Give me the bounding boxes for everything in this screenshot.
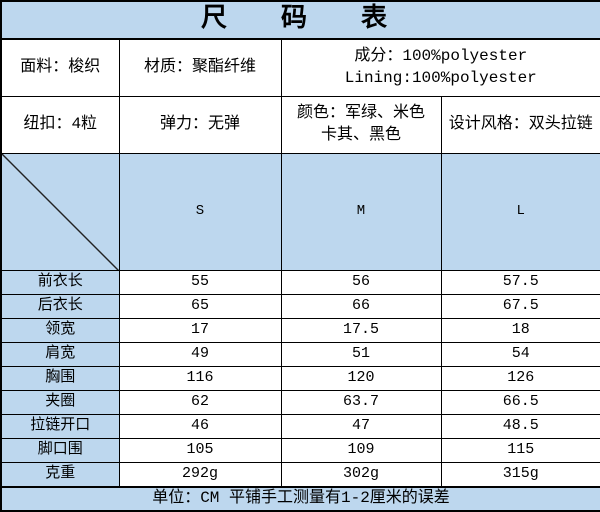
row-label-neck-width: 领宽 bbox=[1, 319, 119, 343]
composition-line2: Lining:100%polyester bbox=[282, 68, 600, 90]
value-cell: 120 bbox=[281, 367, 441, 391]
value-cell: 292g bbox=[119, 463, 281, 487]
value-cell: 65 bbox=[119, 295, 281, 319]
row-label-shoulder-width: 肩宽 bbox=[1, 343, 119, 367]
value-cell: 116 bbox=[119, 367, 281, 391]
value-cell: 54 bbox=[441, 343, 600, 367]
value-cell: 56 bbox=[281, 271, 441, 295]
value-cell: 66.5 bbox=[441, 391, 600, 415]
value-cell: 315g bbox=[441, 463, 600, 487]
size-header-l: L bbox=[441, 153, 600, 271]
value-cell: 49 bbox=[119, 343, 281, 367]
value-cell: 109 bbox=[281, 439, 441, 463]
value-cell: 62 bbox=[119, 391, 281, 415]
value-cell: 105 bbox=[119, 439, 281, 463]
buttons-cell: 纽扣：4粒 bbox=[1, 96, 119, 153]
fabric-cell: 面料：梭织 bbox=[1, 39, 119, 96]
table-row: 后衣长 65 66 67.5 bbox=[1, 295, 600, 319]
size-header-corner-cell bbox=[1, 153, 119, 271]
table-row: 脚口围 105 109 115 bbox=[1, 439, 600, 463]
row-label-armhole: 夹圈 bbox=[1, 391, 119, 415]
composition-cell: 成分：100%polyester Lining:100%polyester bbox=[281, 39, 600, 96]
table-row: 领宽 17 17.5 18 bbox=[1, 319, 600, 343]
diagonal-divider-line bbox=[2, 154, 119, 271]
value-cell: 48.5 bbox=[441, 415, 600, 439]
value-cell: 51 bbox=[281, 343, 441, 367]
size-header-m: M bbox=[281, 153, 441, 271]
value-cell: 46 bbox=[119, 415, 281, 439]
row-label-zipper-opening: 拉链开口 bbox=[1, 415, 119, 439]
table-row: 拉链开口 46 47 48.5 bbox=[1, 415, 600, 439]
value-cell: 57.5 bbox=[441, 271, 600, 295]
value-cell: 47 bbox=[281, 415, 441, 439]
composition-line1: 成分：100%polyester bbox=[282, 46, 600, 68]
value-cell: 115 bbox=[441, 439, 600, 463]
value-cell: 18 bbox=[441, 319, 600, 343]
row-label-front-length: 前衣长 bbox=[1, 271, 119, 295]
value-cell: 55 bbox=[119, 271, 281, 295]
row-label-chest: 胸围 bbox=[1, 367, 119, 391]
value-cell: 63.7 bbox=[281, 391, 441, 415]
colors-line2: 卡其、黑色 bbox=[282, 125, 441, 147]
colors-line1: 颜色：军绿、米色 bbox=[282, 103, 441, 125]
row-label-hem-opening: 脚口围 bbox=[1, 439, 119, 463]
table-row: 胸围 116 120 126 bbox=[1, 367, 600, 391]
table-row: 前衣长 55 56 57.5 bbox=[1, 271, 600, 295]
footer-note: 单位：CM 平铺手工测量有1-2厘米的误差 bbox=[1, 487, 600, 511]
row-label-back-length: 后衣长 bbox=[1, 295, 119, 319]
material-cell: 材质：聚酯纤维 bbox=[119, 39, 281, 96]
value-cell: 126 bbox=[441, 367, 600, 391]
value-cell: 67.5 bbox=[441, 295, 600, 319]
value-cell: 17.5 bbox=[281, 319, 441, 343]
table-row: 肩宽 49 51 54 bbox=[1, 343, 600, 367]
value-cell: 66 bbox=[281, 295, 441, 319]
size-header-s: S bbox=[119, 153, 281, 271]
table-row: 克重 292g 302g 315g bbox=[1, 463, 600, 487]
design-style-cell: 设计风格：双头拉链 bbox=[441, 96, 600, 153]
value-cell: 17 bbox=[119, 319, 281, 343]
elasticity-cell: 弹力：无弹 bbox=[119, 96, 281, 153]
colors-cell: 颜色：军绿、米色 卡其、黑色 bbox=[281, 96, 441, 153]
page-title: 尺 码 表 bbox=[1, 1, 600, 39]
table-row: 夹圈 62 63.7 66.5 bbox=[1, 391, 600, 415]
value-cell: 302g bbox=[281, 463, 441, 487]
row-label-weight: 克重 bbox=[1, 463, 119, 487]
